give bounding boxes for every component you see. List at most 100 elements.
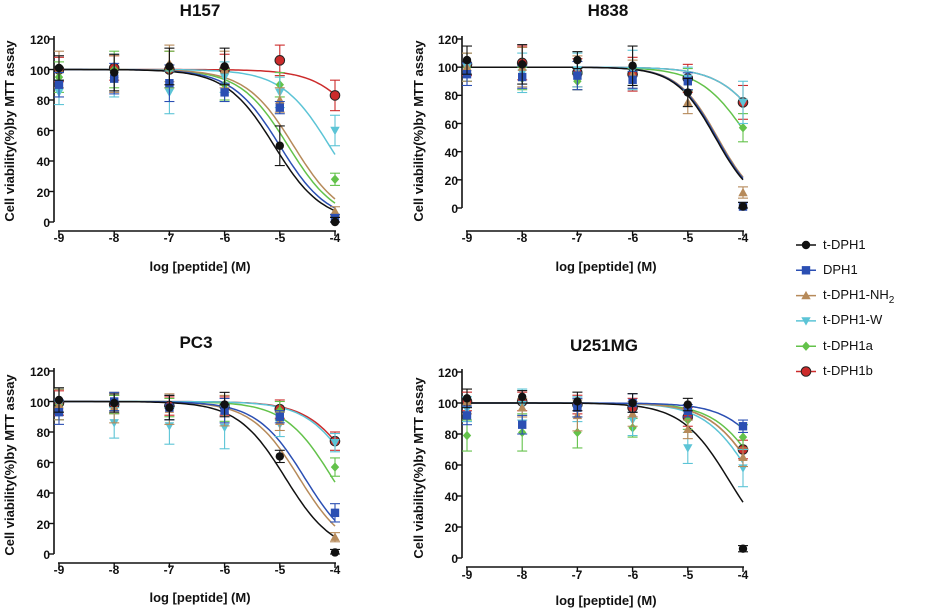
panel-title: H838: [588, 1, 629, 20]
axis-ticks: 0 20 40 60 80 100 120 -9 -8 -7 -6 -5 -4: [438, 366, 749, 582]
fit-curve-t-dph1b: [467, 402, 744, 456]
fit-curve-t-dph1-nh2: [59, 400, 336, 527]
y-tick-label: 0: [451, 552, 458, 566]
fit-curve-t-dph1: [59, 400, 336, 538]
data-point-t-dph1-nh2: [517, 402, 527, 412]
panel-h157: H157 Cell viability(%)by MTT assay log […: [2, 1, 341, 274]
y-tick-label: 0: [43, 216, 50, 230]
data-point-t-dph1-nh2: [683, 424, 693, 434]
plot-area: [457, 36, 749, 236]
data-point-dph1: [275, 103, 284, 112]
y-tick-label: 100: [30, 64, 50, 78]
x-axis-label: log [peptide] (M): [555, 593, 656, 608]
x-tick-label: -5: [275, 563, 286, 577]
data-point-dph1: [54, 80, 64, 89]
data-point-t-dph1: [110, 68, 119, 77]
data-point-t-dph1: [518, 60, 527, 69]
plot-area: [49, 36, 341, 236]
data-point-t-dph1: [330, 548, 340, 557]
data-point-t-dph1: [220, 400, 229, 409]
y-tick-label: 120: [438, 33, 458, 47]
data-point-t-dph1: [110, 398, 119, 408]
legend-marker-t-dph1: [801, 240, 811, 250]
y-axis-label: Cell viability(%)by MTT assay: [2, 374, 17, 556]
legend-label-t-dph1: t-DPH1: [823, 237, 866, 252]
y-tick-label: 60: [37, 125, 51, 139]
x-tick-label: -8: [517, 231, 528, 245]
y-tick-label: 120: [438, 366, 458, 380]
data-point-t-dph1-w: [330, 438, 340, 448]
x-tick-label: -8: [109, 231, 120, 245]
y-tick-label: 100: [438, 397, 458, 411]
legend-label-t-dph1a: t-DPH1a: [823, 338, 874, 353]
fit-curve-t-dph1-w: [59, 400, 336, 446]
fit-curve-t-dph1-w: [59, 68, 336, 155]
x-tick-label: -4: [738, 231, 749, 245]
y-tick-label: 20: [37, 186, 51, 200]
data-point-dph1: [738, 422, 748, 431]
y-tick-label: 100: [30, 396, 50, 410]
x-tick-label: -9: [462, 231, 473, 245]
legend-marker-t-dph1-nh2: [801, 290, 811, 300]
fit-curve-t-dph1b: [59, 400, 336, 442]
data-point-dph1: [462, 411, 472, 420]
y-tick-label: 60: [37, 457, 51, 471]
data-point-t-dph1: [628, 61, 637, 70]
plot-area: [49, 368, 341, 568]
fit-curve-t-dph1-nh2: [467, 402, 744, 456]
data-point-t-dph1: [462, 394, 472, 403]
legend-label-t-dph1b: t-DPH1b: [823, 363, 873, 378]
fit-curve-t-dph1: [467, 402, 744, 503]
fit-curve-t-dph1-nh2: [467, 66, 744, 178]
data-point-t-dph1a: [738, 432, 748, 442]
x-tick-label: -9: [462, 568, 473, 582]
plot-area: [457, 369, 749, 572]
fit-curve-t-dph1-w: [467, 402, 744, 464]
data-point-t-dph1: [462, 55, 472, 65]
data-point-t-dph1a: [330, 174, 340, 184]
x-tick-label: -4: [330, 231, 341, 245]
y-tick-label: 60: [445, 459, 459, 473]
data-point-t-dph1: [518, 392, 527, 401]
y-axis-label: Cell viability(%)by MTT assay: [411, 377, 426, 559]
x-tick-label: -5: [683, 568, 694, 582]
fit-curve-dph1: [59, 68, 336, 209]
x-tick-label: -5: [683, 231, 694, 245]
data-point-t-dph1: [220, 62, 229, 71]
axis-ticks: 0 20 40 60 80 100 120 -9 -8 -7 -6 -5 -4: [30, 33, 341, 245]
x-tick-label: -7: [164, 231, 175, 245]
data-point-t-dph1b: [274, 55, 286, 66]
data-point-t-dph1-w: [330, 126, 340, 136]
y-tick-label: 80: [37, 94, 51, 108]
x-tick-label: -5: [275, 231, 286, 245]
fit-curve-t-dph1: [59, 68, 336, 212]
y-tick-label: 40: [37, 487, 51, 501]
x-tick-label: -7: [572, 568, 583, 582]
data-point-t-dph1: [165, 403, 174, 412]
legend-marker-t-dph1-w: [801, 317, 811, 326]
data-point-t-dph1-w: [738, 98, 748, 108]
y-tick-label: 0: [43, 548, 50, 562]
data-point-dph1: [220, 88, 229, 97]
data-point-dph1: [573, 71, 582, 80]
y-tick-label: 40: [445, 490, 459, 504]
legend-marker-t-dph1a: [801, 341, 811, 351]
y-tick-label: 20: [445, 521, 459, 535]
axis-ticks: 0 20 40 60 80 100 120 -9 -8 -7 -6 -5 -4: [30, 365, 341, 577]
fit-curve-t-dph1-nh2: [59, 68, 336, 200]
axis-ticks: 0 20 40 60 80 100 120 -9 -8 -7 -6 -5 -4: [438, 33, 749, 245]
y-tick-label: 0: [451, 202, 458, 216]
fit-curve-t-dph1a: [467, 66, 744, 130]
data-point-t-dph1b: [329, 90, 341, 101]
x-tick-label: -4: [330, 563, 341, 577]
legend-marker-dph1: [801, 266, 811, 275]
fit-curve-t-dph1: [467, 66, 744, 181]
x-tick-label: -4: [738, 568, 749, 582]
data-point-t-dph1-nh2: [627, 409, 638, 418]
legend-marker-t-dph1b: [800, 366, 812, 377]
x-tick-label: -7: [572, 231, 583, 245]
data-point-t-dph1: [275, 452, 284, 461]
x-tick-label: -9: [54, 231, 65, 245]
y-tick-label: 120: [30, 33, 50, 47]
data-point-t-dph1: [54, 63, 64, 73]
